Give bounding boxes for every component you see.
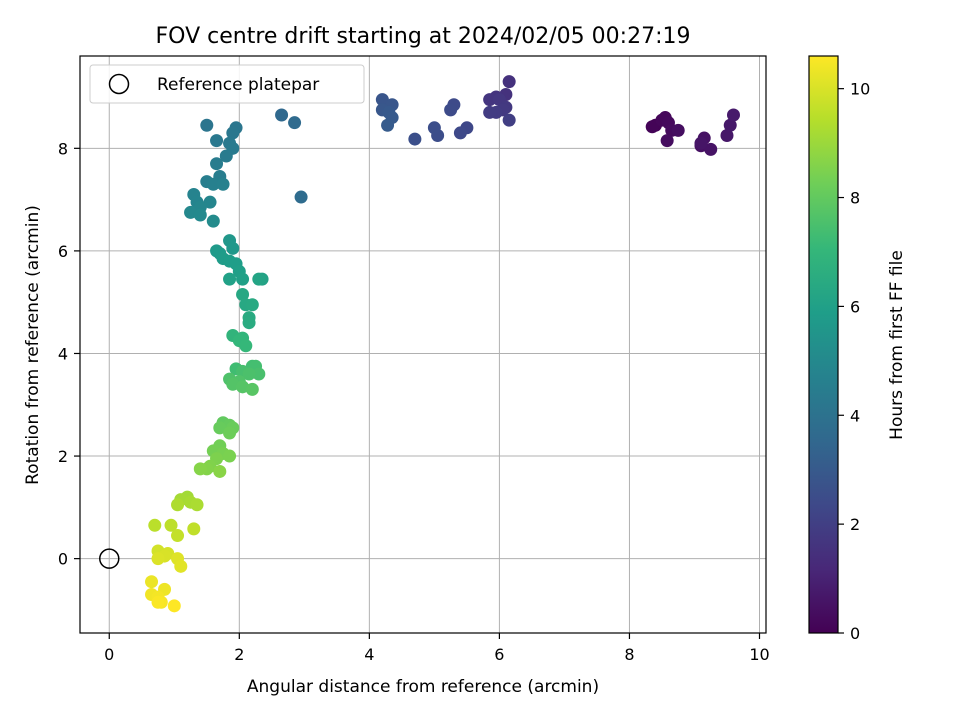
data-point — [245, 298, 259, 312]
data-point — [694, 136, 708, 150]
data-point — [381, 118, 395, 132]
x-tick-label: 2 — [234, 645, 244, 664]
legend: Reference platepar — [89, 64, 365, 104]
x-tick-label: 4 — [364, 645, 374, 664]
colorbar-tick-label: 2 — [850, 515, 860, 534]
data-point — [190, 498, 204, 512]
colorbar: 0 2 4 6 8 10 Hours from first FF file — [808, 55, 907, 643]
data-point — [427, 121, 441, 135]
legend-box — [89, 64, 365, 104]
colorbar-frame — [808, 55, 839, 634]
data-point — [164, 518, 178, 532]
data-point — [187, 522, 201, 536]
data-point — [236, 272, 250, 286]
data-point — [723, 118, 737, 132]
x-tick-label: 8 — [624, 645, 634, 664]
data-point — [219, 149, 233, 163]
data-point — [151, 552, 165, 566]
data-point — [239, 339, 253, 353]
data-point — [213, 464, 227, 478]
data-point — [223, 426, 237, 440]
data-point — [206, 214, 220, 228]
data-point — [200, 118, 214, 132]
colorbar-tick-label: 10 — [850, 80, 870, 99]
data-points — [145, 75, 740, 613]
y-tick-label: 6 — [58, 242, 68, 261]
data-point — [275, 108, 289, 122]
y-axis-label: Rotation from reference (arcmin) — [23, 205, 43, 485]
data-point — [148, 518, 162, 532]
data-point — [216, 177, 230, 191]
colorbar-label: Hours from first FF file — [887, 250, 907, 440]
data-point — [502, 113, 516, 127]
data-point — [223, 449, 237, 463]
data-point — [145, 575, 159, 589]
data-point — [242, 316, 256, 330]
data-point — [167, 599, 181, 613]
data-point — [671, 123, 685, 137]
data-point — [444, 103, 458, 117]
data-point — [453, 126, 467, 140]
chart-title: FOV centre drift starting at 2024/02/05 … — [156, 24, 691, 49]
y-tick-label: 0 — [58, 550, 68, 569]
data-point — [210, 157, 224, 171]
plot-area: 0 2 4 6 8 10 0 2 4 6 8 — [58, 55, 770, 664]
data-point — [720, 128, 734, 142]
data-point — [660, 134, 674, 148]
data-point — [502, 75, 516, 89]
data-point — [375, 93, 389, 107]
data-point — [203, 195, 217, 209]
data-point — [174, 559, 188, 573]
data-point — [704, 142, 718, 156]
data-point — [236, 287, 250, 301]
data-point — [226, 241, 240, 255]
data-point — [171, 498, 185, 512]
y-tick-label: 8 — [58, 139, 68, 158]
x-tick-label: 6 — [494, 645, 504, 664]
data-point — [226, 377, 240, 391]
data-point — [206, 177, 220, 191]
grid-lines — [80, 56, 766, 633]
data-point — [645, 120, 659, 134]
data-point — [236, 380, 250, 394]
data-point — [483, 105, 497, 119]
x-axis-label: Angular distance from reference (arcmin) — [247, 677, 599, 697]
data-point — [223, 272, 237, 286]
data-point — [226, 126, 240, 140]
data-point — [213, 421, 227, 435]
data-point — [193, 208, 207, 222]
data-point — [245, 382, 259, 396]
plot-frame — [79, 55, 767, 634]
data-point — [151, 595, 165, 609]
legend-entry: Reference platepar — [157, 75, 319, 95]
x-tick-label: 10 — [749, 645, 769, 664]
reference-marker — [99, 548, 120, 569]
colorbar-tick-label: 0 — [850, 624, 860, 643]
x-tick-label: 0 — [104, 645, 114, 664]
data-point — [294, 190, 308, 204]
data-point — [483, 93, 497, 107]
colorbar-tick-label: 8 — [850, 189, 860, 208]
data-point — [252, 272, 266, 286]
colorbar-gradient — [809, 56, 838, 633]
data-point — [288, 116, 302, 130]
data-point — [408, 132, 422, 146]
data-point — [210, 134, 224, 148]
x-ticks: 0 2 4 6 8 10 — [104, 633, 770, 664]
data-point — [252, 367, 266, 381]
colorbar-tick-label: 4 — [850, 406, 860, 425]
y-tick-label: 4 — [58, 344, 68, 363]
y-tick-label: 2 — [58, 447, 68, 466]
colorbar-tick-label: 6 — [850, 297, 860, 316]
legend-marker — [108, 73, 130, 95]
data-point — [726, 108, 740, 122]
data-point — [242, 367, 256, 381]
data-point — [184, 205, 198, 219]
colorbar-ticks: 0 2 4 6 8 10 — [838, 80, 870, 643]
y-ticks: 0 2 4 6 8 — [58, 139, 80, 569]
data-point — [171, 529, 185, 543]
data-point — [193, 462, 207, 476]
